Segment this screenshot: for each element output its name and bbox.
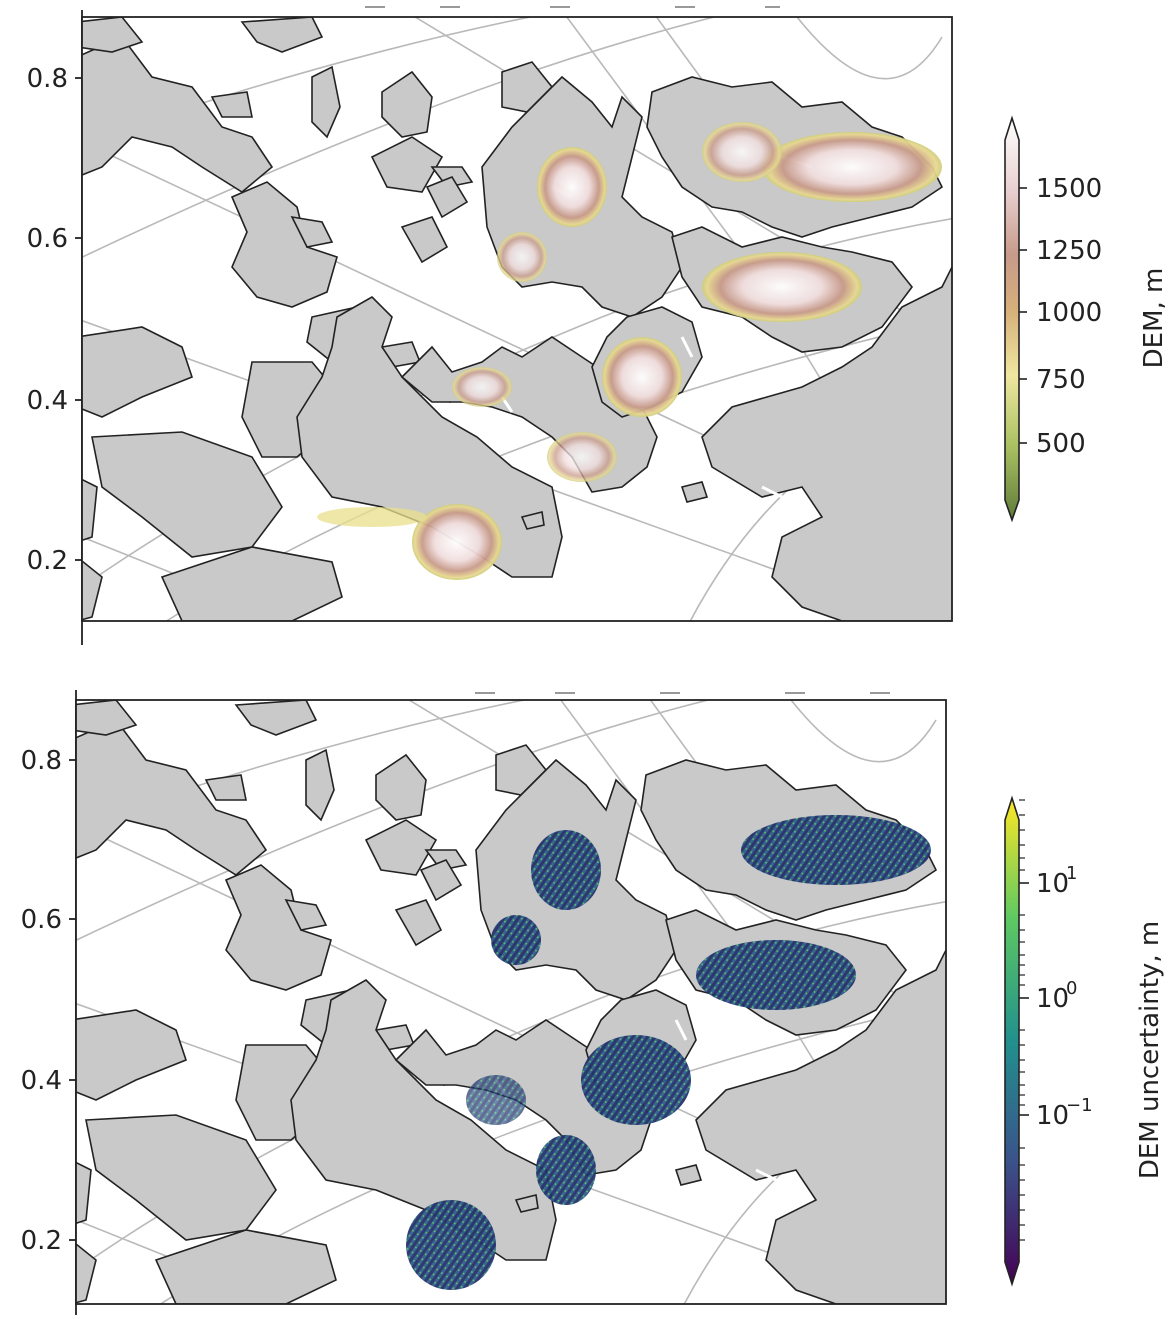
y-tick-label: 0.8 <box>21 746 62 776</box>
y-tick-label: 0.2 <box>21 1226 62 1256</box>
colorbar-tick-label: 500 <box>1036 429 1086 459</box>
y-axis-ticks: 0.8 0.6 0.4 0.2 <box>27 64 82 576</box>
y-tick-label: 0.4 <box>27 386 68 416</box>
dem-colorbar: 1500 1250 1000 750 500 DEM, m <box>1004 115 1169 523</box>
y-tick-label: 0.6 <box>27 224 68 254</box>
colorbar-tick-label: 10 <box>1036 984 1069 1014</box>
y-tick-label: 0.6 <box>21 905 62 935</box>
colorbar-tick-label: 1250 <box>1036 236 1102 266</box>
colorbar-tick-exponent: 0 <box>1066 978 1077 999</box>
y-tick-label: 0.2 <box>27 546 68 576</box>
dem-colorbar-label: DEM, m <box>1139 268 1169 369</box>
colorbar-tick-label: 750 <box>1036 365 1086 395</box>
colorbar-tick-label: 1000 <box>1036 298 1102 328</box>
uncertainty-panel: 0.8 0.6 0.4 0.2 10 1 10 0 10 −1 DEM uncertainty,… <box>0 680 1170 1315</box>
dem-map-area[interactable] <box>72 0 962 650</box>
map-frame <box>81 16 953 622</box>
map-frame <box>75 699 947 1305</box>
colorbar-tick-exponent: 1 <box>1066 863 1077 884</box>
colorbar-tick-label: 10 <box>1036 869 1069 899</box>
colorbar-tick-label: 10 <box>1036 1101 1069 1131</box>
dem-panel: 0.8 0.6 0.4 0.2 1500 1250 1000 750 500 DEM, m <box>0 0 1170 650</box>
uncertainty-colorbar-label: DEM uncertainty, m <box>1135 921 1165 1179</box>
dem-map-figure: 0.8 0.6 0.4 0.2 1500 1250 1000 750 500 DEM, m <box>27 0 1169 650</box>
colorbar-tick-exponent: −1 <box>1066 1095 1093 1116</box>
uncertainty-map-area[interactable] <box>66 680 956 1315</box>
y-axis-ticks: 0.8 0.6 0.4 0.2 <box>21 746 76 1256</box>
colorbar-tick-label: 1500 <box>1036 174 1102 204</box>
y-tick-label: 0.8 <box>27 64 68 94</box>
y-tick-label: 0.4 <box>21 1066 62 1096</box>
